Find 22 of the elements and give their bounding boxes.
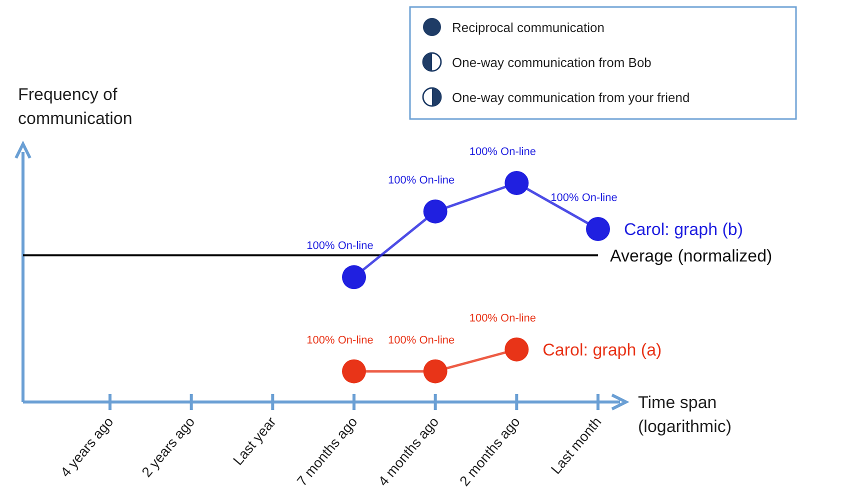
annotation: 100% On-line	[469, 312, 536, 324]
point	[342, 265, 366, 290]
point	[504, 171, 529, 195]
annotation: 100% On-line	[550, 192, 618, 204]
annotation: 100% On-line	[469, 146, 536, 158]
series-label: Carol: graph (a)	[542, 340, 662, 360]
point	[342, 359, 366, 384]
text: Reciprocal communication	[452, 20, 604, 35]
series-label: Carol: graph (b)	[624, 220, 744, 239]
x-axis-title: Time span (logarithmic)	[638, 393, 732, 436]
point	[423, 199, 448, 224]
y-axis-title: Frequency of communication	[18, 85, 132, 128]
annotation: 100% On-line	[306, 240, 374, 252]
annotation: 100% On-line	[306, 334, 374, 346]
point	[504, 337, 529, 362]
annotation: 100% On-line	[388, 334, 455, 346]
text: One-way communication from Bob	[452, 55, 652, 70]
ref-line-label: Average (normalized)	[610, 246, 772, 266]
annotation: 100% On-line	[388, 174, 455, 186]
point	[423, 359, 448, 384]
text: One-way communication from your friend	[452, 90, 690, 105]
point	[586, 216, 610, 241]
